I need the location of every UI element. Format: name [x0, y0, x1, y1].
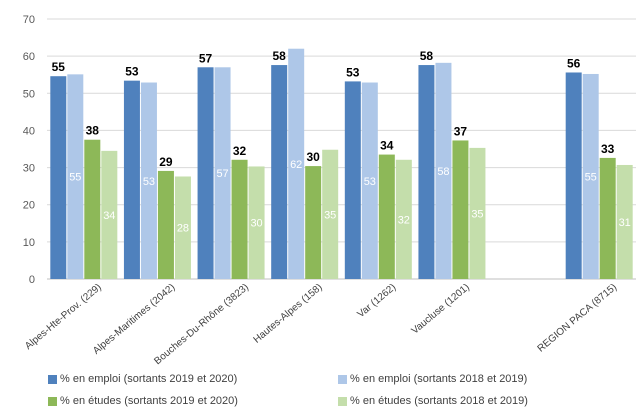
data-label: 35 — [324, 209, 336, 221]
data-label: 57 — [199, 51, 213, 65]
bar — [322, 149, 339, 279]
data-label: 58 — [420, 49, 434, 63]
legend-label: % en études (sortants 2019 et 2020) — [60, 395, 238, 407]
bar — [67, 74, 84, 279]
legend-swatch — [48, 374, 57, 384]
data-label: 37 — [454, 124, 468, 138]
bar — [435, 62, 452, 280]
data-label: 53 — [143, 176, 155, 188]
x-tick-label: Vaucluse (1201) — [410, 282, 472, 337]
bar — [123, 80, 140, 280]
data-label: 30 — [307, 150, 321, 164]
bar — [197, 67, 214, 280]
legend-item: % en études (sortants 2019 et 2020) — [48, 395, 238, 407]
data-label: 33 — [601, 142, 615, 156]
data-label: 58 — [437, 166, 449, 178]
data-label: 55 — [585, 171, 597, 183]
bar — [452, 140, 469, 279]
data-label: 35 — [471, 208, 483, 220]
bar — [231, 159, 248, 279]
data-labels: 55 55 38 34 53 53 29 28 57 57 32 30 58 62 30 35 53 53 34 32… — [52, 49, 631, 235]
y-tick-label: 40 — [23, 125, 35, 137]
bar — [271, 65, 288, 279]
data-label: 28 — [177, 223, 189, 235]
bar — [157, 170, 174, 279]
data-label: 53 — [364, 176, 376, 188]
bar — [565, 72, 582, 279]
bar — [305, 166, 322, 279]
legend-swatch — [338, 374, 347, 384]
bar — [288, 48, 305, 279]
legend-label: % en études (sortants 2018 et 2019) — [350, 395, 528, 407]
data-label: 31 — [619, 217, 631, 229]
data-label: 56 — [567, 56, 581, 70]
y-tick-label: 70 — [23, 14, 35, 26]
data-label: 53 — [346, 65, 360, 79]
data-label: 38 — [86, 124, 100, 138]
data-label: 30 — [250, 218, 262, 230]
bar — [140, 82, 157, 279]
data-label: 29 — [159, 155, 173, 169]
bar — [344, 81, 361, 280]
bar — [101, 150, 118, 279]
y-tick-label: 10 — [23, 237, 35, 249]
y-axis: 0 10 20 30 40 50 60 70 — [23, 14, 35, 286]
bar-chart: 0 10 20 30 40 50 60 70 55 55 38 34 53 53 29 28 57 57 32 30… — [23, 14, 636, 367]
bar — [361, 82, 378, 279]
legend-item: % en études (sortants 2018 et 2019) — [338, 395, 528, 407]
y-tick-label: 20 — [23, 200, 35, 212]
x-tick-label: Var (1262) — [356, 282, 399, 320]
legend-item: % en emploi (sortants 2019 et 2020) — [48, 373, 237, 385]
data-label: 53 — [125, 65, 139, 79]
bar — [174, 176, 191, 279]
data-label: 55 — [52, 60, 66, 74]
data-label: 32 — [233, 144, 247, 158]
x-tick-label: Alpes-Maritimes (2042) — [91, 282, 177, 357]
y-tick-label: 50 — [23, 88, 35, 100]
legend-label: % en emploi (sortants 2019 et 2020) — [60, 373, 238, 385]
y-tick-label: 30 — [23, 163, 35, 175]
data-label: 55 — [69, 172, 81, 184]
bar — [418, 65, 435, 279]
x-axis: Alpes-Hte-Prov. (229)Alpes-Maritimes (20… — [23, 282, 619, 367]
data-label: 62 — [290, 159, 302, 171]
bar — [214, 67, 231, 280]
legend-swatch — [338, 396, 347, 406]
data-label: 57 — [216, 168, 228, 180]
legend-label: % en emploi (sortants 2018 et 2019) — [350, 373, 528, 385]
bar — [50, 76, 67, 279]
y-tick-label: 0 — [29, 274, 35, 286]
bar — [469, 147, 486, 279]
data-label: 34 — [380, 139, 394, 153]
x-tick-label: REGION PACA (8715) — [536, 282, 620, 355]
data-label: 32 — [398, 214, 410, 226]
bar — [395, 159, 412, 279]
x-tick-label: Hautes-Alpes (158) — [252, 282, 325, 346]
bar — [248, 166, 265, 279]
bars — [50, 48, 633, 280]
data-label: 34 — [103, 210, 115, 222]
y-tick-label: 60 — [23, 51, 35, 63]
legend-item: % en emploi (sortants 2018 et 2019) — [338, 373, 527, 385]
bar — [582, 73, 599, 279]
bar — [599, 157, 616, 279]
bar — [84, 139, 101, 279]
x-tick-label: Alpes-Hte-Prov. (229) — [23, 282, 104, 352]
legend: % en emploi (sortants 2019 et 2020) % en … — [48, 373, 628, 419]
bar — [378, 154, 395, 279]
bar — [616, 164, 633, 279]
legend-swatch — [48, 396, 57, 406]
data-label: 58 — [273, 49, 287, 63]
